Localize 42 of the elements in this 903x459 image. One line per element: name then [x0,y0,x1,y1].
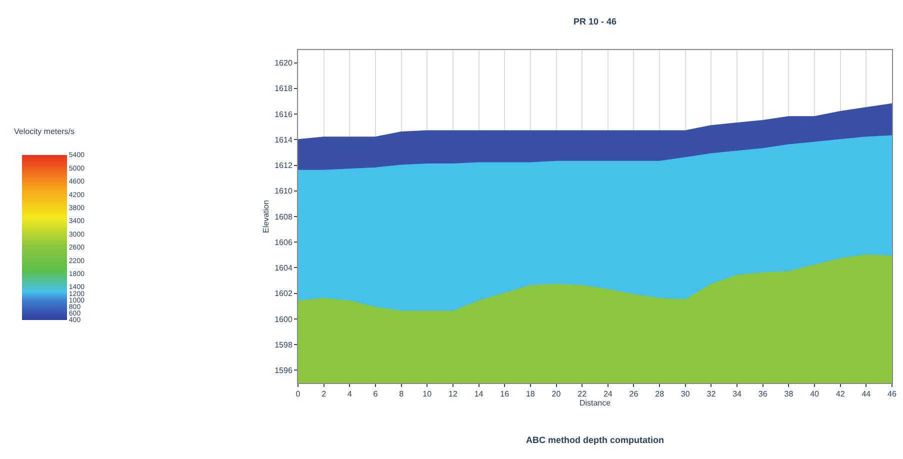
x-tick-label: 10 [422,390,432,399]
y-tick-label: 1612 [274,161,293,170]
x-tick-label: 4 [347,390,352,399]
y-tick-label: 1604 [274,264,293,273]
x-tick-label: 28 [655,390,665,399]
x-tick-label: 20 [552,390,562,399]
y-tick-label: 1596 [274,366,293,375]
x-tick-label: 22 [578,390,588,399]
x-tick-label: 14 [474,390,484,399]
x-tick-label: 16 [500,390,510,399]
color-bar-title: Velocity meters/s [14,127,74,136]
chart-title: PR 10 - 46 [573,16,617,27]
y-tick-label: 1606 [274,238,293,247]
x-tick-label: 0 [296,390,301,399]
x-tick-label: 44 [862,390,872,399]
y-tick-label: 1620 [274,58,293,68]
x-axis-title: Distance [579,398,612,408]
x-tick-label: 2 [322,390,327,399]
y-tick-label: 1598 [274,340,293,350]
x-tick-label: 12 [448,390,458,399]
y-axis-title: Elevation [261,200,270,233]
x-tick-label: 46 [888,390,897,399]
y-tick-label: 1608 [274,212,293,222]
y-tick-label: 1610 [274,186,293,196]
x-tick-label: 8 [399,390,404,399]
y-tick-label: 1616 [274,110,293,119]
x-tick-label: 26 [629,390,639,399]
x-tick-label: 36 [758,390,768,399]
x-tick-label: 32 [706,390,716,399]
y-tick-label: 1600 [274,314,293,324]
x-tick-label: 40 [810,390,820,399]
text: ABC method depth computation [526,435,664,445]
y-tick-label: 1618 [274,84,293,94]
x-tick-label: 18 [526,390,536,399]
x-tick-label: 30 [680,390,690,399]
x-tick-label: 38 [784,390,794,399]
x-tick-label: 42 [836,390,846,399]
x-tick-label: 24 [603,390,613,399]
y-tick-label: 1614 [274,135,293,144]
y-tick-label: 1602 [274,289,293,298]
x-tick-label: 6 [373,390,378,399]
x-tick-label: 34 [732,390,742,399]
